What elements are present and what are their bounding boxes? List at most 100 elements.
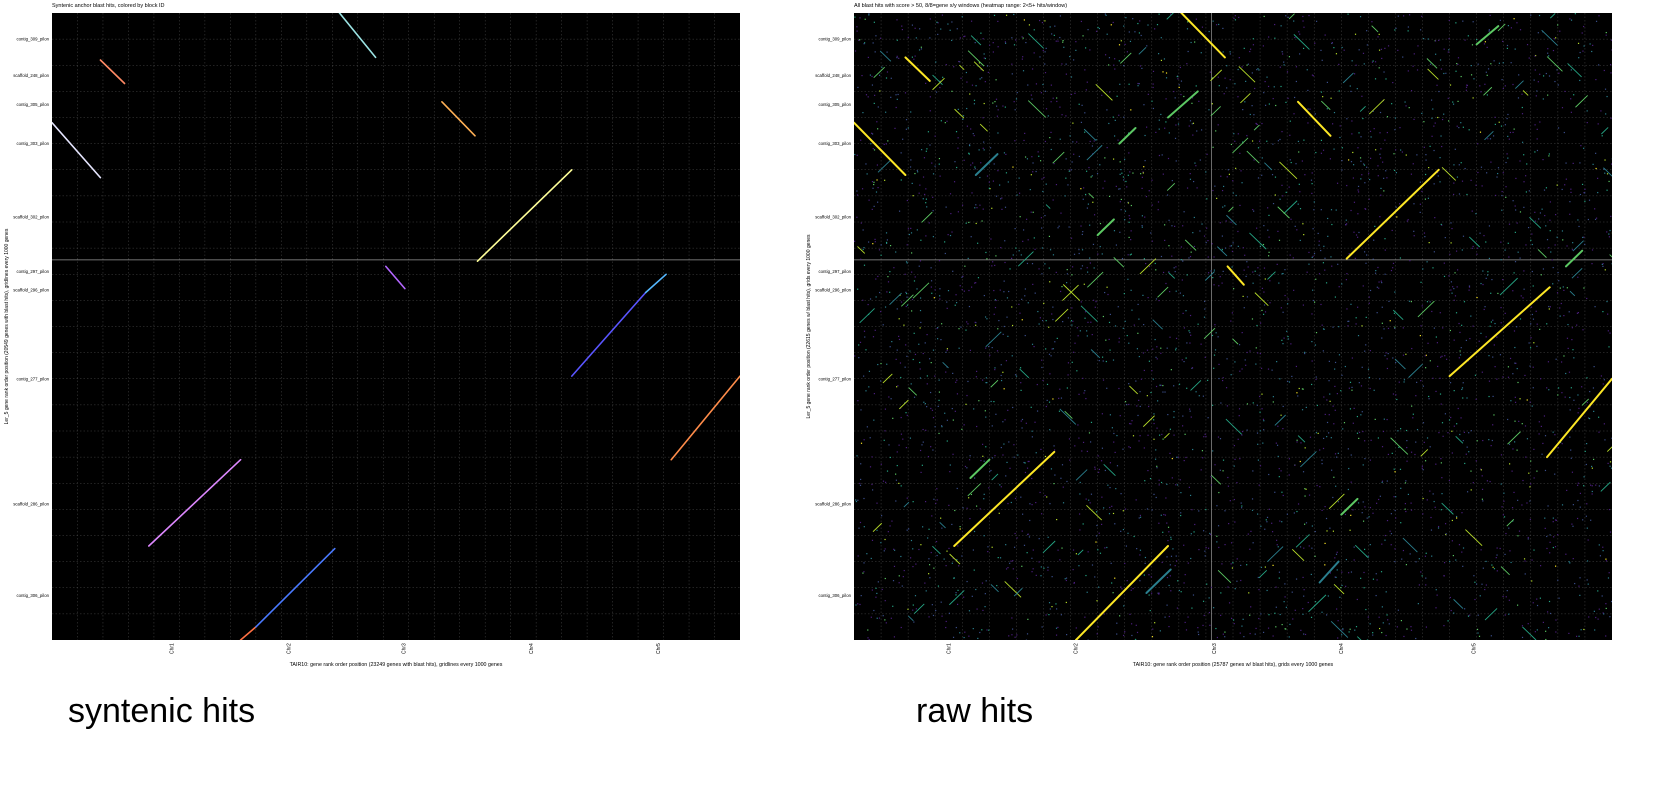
noise-hit-point — [1441, 422, 1444, 424]
noise-hit-point — [937, 338, 939, 340]
noise-hit-point — [1216, 505, 1218, 507]
noise-hit-point — [877, 363, 879, 366]
noise-hit-point — [1131, 623, 1133, 625]
noise-hit-point — [1572, 558, 1574, 560]
noise-hit-point — [901, 585, 903, 587]
noise-hit-point — [1049, 373, 1051, 375]
noise-hit-point — [952, 453, 954, 455]
noise-hit-point — [1553, 536, 1555, 538]
noise-hit-point — [1020, 389, 1022, 392]
noise-hit-point — [871, 489, 874, 491]
noise-hit-point — [1132, 172, 1134, 174]
short-hit-segment — [1549, 13, 1556, 19]
noise-hit-point — [1483, 235, 1485, 237]
noise-hit-point — [939, 86, 941, 89]
noise-hit-point — [1607, 330, 1609, 332]
noise-hit-point — [1379, 495, 1381, 497]
y-tick-label: contig_306_pilon — [17, 593, 50, 598]
noise-hit-point — [1186, 28, 1189, 30]
noise-hit-point — [918, 548, 920, 551]
noise-hit-point — [1178, 84, 1180, 86]
noise-hit-point — [1252, 38, 1254, 40]
noise-hit-point — [963, 636, 965, 639]
noise-hit-point — [1345, 558, 1347, 561]
noise-hit-point — [1399, 428, 1402, 430]
noise-hit-point — [1508, 599, 1510, 601]
noise-hit-point — [1584, 243, 1586, 246]
noise-hit-point — [1046, 399, 1048, 402]
noise-hit-point — [1502, 40, 1504, 43]
noise-hit-point — [984, 316, 987, 318]
noise-hit-point — [1421, 305, 1423, 307]
noise-hit-point — [1487, 271, 1489, 273]
noise-hit-point — [951, 231, 953, 233]
noise-hit-point — [1094, 466, 1096, 468]
noise-hit-point — [1060, 614, 1062, 616]
noise-hit-point — [1192, 232, 1194, 234]
noise-hit-point — [1334, 557, 1336, 559]
noise-hit-point — [905, 292, 908, 295]
noise-hit-point — [1492, 566, 1494, 568]
noise-hit-point — [877, 275, 879, 278]
noise-hit-point — [922, 441, 924, 443]
noise-hit-point — [1305, 488, 1307, 490]
noise-hit-point — [949, 464, 951, 466]
noise-hit-point — [1233, 288, 1235, 290]
noise-hit-point — [885, 481, 887, 483]
noise-hit-point — [1102, 379, 1105, 381]
noise-hit-point — [860, 139, 862, 141]
noise-hit-point — [1158, 593, 1160, 595]
noise-hit-point — [921, 464, 923, 466]
noise-hit-point — [1208, 272, 1210, 274]
noise-hit-point — [967, 323, 969, 325]
noise-hit-point — [1387, 327, 1390, 330]
noise-hit-point — [1242, 295, 1244, 298]
noise-hit-point — [1603, 613, 1605, 615]
noise-hit-point — [1213, 269, 1215, 271]
short-hit-segment — [1529, 216, 1542, 229]
short-hit-segment — [1277, 206, 1290, 219]
noise-hit-point — [1280, 85, 1282, 88]
noise-hit-point — [935, 540, 938, 543]
noise-hit-point — [1021, 36, 1023, 38]
noise-hit-point — [887, 140, 889, 142]
noise-hit-point — [1422, 385, 1425, 387]
noise-hit-point — [1011, 306, 1013, 308]
noise-hit-point — [1177, 118, 1179, 120]
noise-hit-point — [1419, 203, 1422, 205]
noise-hit-point — [1577, 311, 1580, 314]
noise-hit-point — [863, 43, 865, 45]
noise-hit-point — [1143, 324, 1145, 326]
noise-hit-point — [1106, 286, 1108, 288]
noise-hit-point — [1376, 579, 1378, 581]
noise-hit-point — [1315, 376, 1317, 378]
noise-hit-point — [1167, 157, 1170, 160]
noise-hit-point — [1477, 63, 1479, 65]
noise-hit-point — [1447, 432, 1449, 434]
noise-hit-point — [1320, 249, 1322, 252]
noise-hit-point — [1376, 286, 1378, 288]
noise-hit-point — [1031, 156, 1033, 158]
noise-hit-point — [1355, 234, 1358, 236]
noise-hit-point — [1326, 399, 1328, 401]
noise-hit-point — [1586, 401, 1588, 404]
noise-hit-point — [1031, 503, 1033, 506]
noise-hit-point — [1061, 114, 1063, 116]
noise-hit-point — [940, 517, 942, 519]
noise-hit-point — [1166, 483, 1168, 485]
noise-hit-point — [1255, 627, 1257, 630]
noise-hit-point — [1272, 635, 1274, 637]
noise-hit-point — [1262, 631, 1265, 633]
noise-hit-point — [856, 154, 858, 156]
noise-hit-point — [1078, 393, 1080, 395]
noise-hit-point — [1604, 172, 1606, 174]
noise-hit-point — [1500, 241, 1502, 243]
noise-hit-point — [1088, 166, 1090, 169]
noise-hit-point — [1218, 285, 1220, 287]
noise-hit-point — [1334, 296, 1336, 298]
noise-hit-point — [1130, 289, 1132, 291]
noise-hit-point — [1011, 324, 1014, 327]
noise-hit-point — [1539, 212, 1542, 214]
noise-hit-point — [1009, 467, 1011, 469]
noise-hit-point — [1413, 53, 1415, 55]
